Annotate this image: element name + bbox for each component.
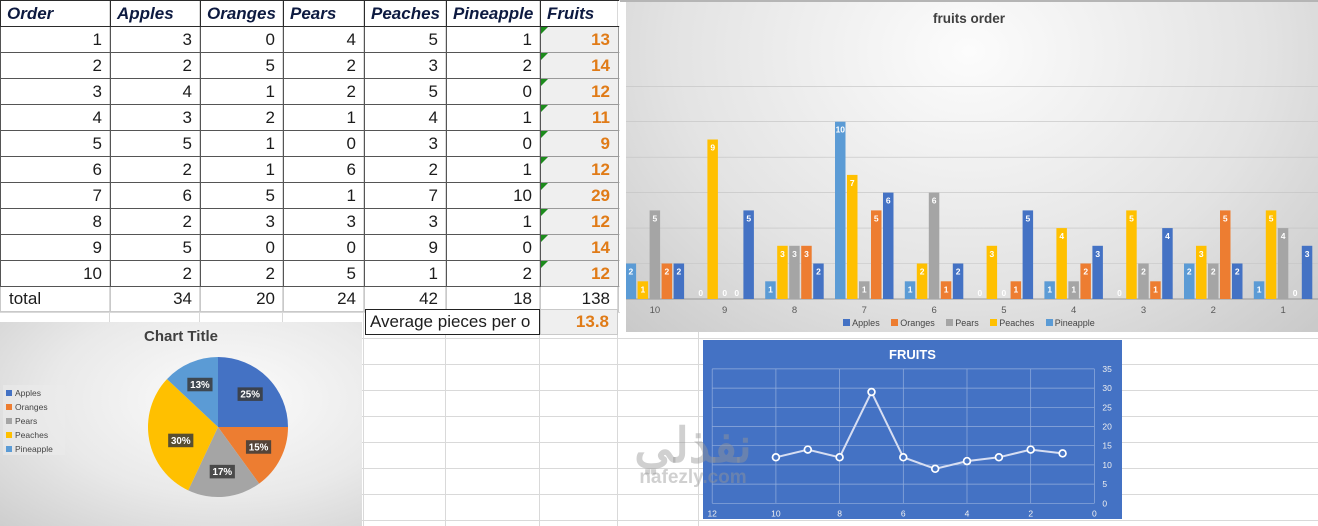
svg-text:10: 10: [836, 125, 846, 135]
svg-text:5: 5: [746, 213, 751, 223]
svg-text:2: 2: [1083, 267, 1088, 277]
svg-text:4: 4: [1071, 305, 1076, 316]
svg-text:3: 3: [780, 249, 785, 259]
svg-text:4: 4: [1059, 231, 1064, 241]
svg-text:1: 1: [1153, 284, 1158, 294]
svg-text:1: 1: [1047, 284, 1052, 294]
svg-text:8: 8: [792, 305, 797, 316]
svg-text:3: 3: [792, 249, 797, 259]
svg-text:6: 6: [886, 196, 891, 206]
svg-text:3: 3: [804, 249, 809, 259]
svg-text:8: 8: [837, 508, 842, 518]
svg-text:15: 15: [1102, 441, 1112, 451]
svg-text:30: 30: [1102, 383, 1112, 393]
svg-text:0: 0: [698, 288, 703, 298]
svg-text:1: 1: [1257, 284, 1262, 294]
svg-text:0: 0: [1092, 508, 1097, 518]
svg-text:2: 2: [816, 267, 821, 277]
svg-text:10: 10: [771, 508, 781, 518]
svg-text:2: 2: [920, 267, 925, 277]
svg-text:5: 5: [1129, 213, 1134, 223]
svg-text:25%: 25%: [240, 390, 260, 401]
svg-text:9: 9: [722, 305, 727, 316]
svg-text:5: 5: [1269, 213, 1274, 223]
svg-text:2: 2: [1187, 267, 1192, 277]
svg-text:6: 6: [901, 508, 906, 518]
svg-text:0: 0: [1002, 288, 1007, 298]
svg-text:7: 7: [862, 305, 867, 316]
svg-text:30%: 30%: [171, 436, 191, 447]
svg-text:5: 5: [1102, 479, 1107, 489]
svg-text:6: 6: [932, 196, 937, 206]
svg-text:2: 2: [1141, 267, 1146, 277]
svg-text:2: 2: [629, 267, 634, 277]
svg-text:5: 5: [1001, 305, 1006, 316]
svg-text:2: 2: [956, 267, 961, 277]
svg-text:17%: 17%: [212, 467, 232, 478]
svg-text:5: 5: [1223, 213, 1228, 223]
svg-text:4: 4: [1165, 231, 1170, 241]
svg-text:9: 9: [710, 143, 715, 153]
svg-text:2: 2: [1211, 267, 1216, 277]
svg-text:20: 20: [1102, 422, 1112, 432]
svg-text:2: 2: [1235, 267, 1240, 277]
svg-text:7: 7: [850, 178, 855, 188]
svg-text:1: 1: [768, 284, 773, 294]
svg-text:1: 1: [908, 284, 913, 294]
svg-text:0: 0: [722, 288, 727, 298]
svg-text:5: 5: [1026, 213, 1031, 223]
svg-text:3: 3: [1305, 249, 1310, 259]
svg-text:2: 2: [665, 267, 670, 277]
svg-text:3: 3: [1141, 305, 1146, 316]
svg-text:0: 0: [978, 288, 983, 298]
svg-text:5: 5: [874, 213, 879, 223]
svg-text:12: 12: [707, 508, 717, 518]
svg-text:13%: 13%: [190, 380, 210, 391]
svg-text:25: 25: [1102, 402, 1112, 412]
svg-text:1: 1: [641, 284, 646, 294]
svg-text:5: 5: [653, 213, 658, 223]
svg-text:1: 1: [1071, 284, 1076, 294]
svg-text:1: 1: [1280, 305, 1285, 316]
svg-text:0: 0: [1117, 288, 1122, 298]
svg-text:6: 6: [931, 305, 936, 316]
svg-text:3: 3: [1095, 249, 1100, 259]
svg-text:10: 10: [650, 305, 661, 316]
svg-text:0: 0: [1293, 288, 1298, 298]
svg-text:2: 2: [1028, 508, 1033, 518]
svg-text:1: 1: [944, 284, 949, 294]
svg-text:3: 3: [990, 249, 995, 259]
svg-text:4: 4: [965, 508, 970, 518]
svg-text:2: 2: [1211, 305, 1216, 316]
svg-text:1: 1: [1014, 284, 1019, 294]
svg-text:1: 1: [862, 284, 867, 294]
svg-text:0: 0: [734, 288, 739, 298]
svg-text:0: 0: [1102, 498, 1107, 508]
svg-text:3: 3: [1199, 249, 1204, 259]
svg-text:2: 2: [677, 267, 682, 277]
svg-text:35: 35: [1102, 364, 1112, 374]
svg-text:4: 4: [1281, 231, 1286, 241]
svg-text:15%: 15%: [249, 442, 269, 453]
svg-text:10: 10: [1102, 460, 1112, 470]
